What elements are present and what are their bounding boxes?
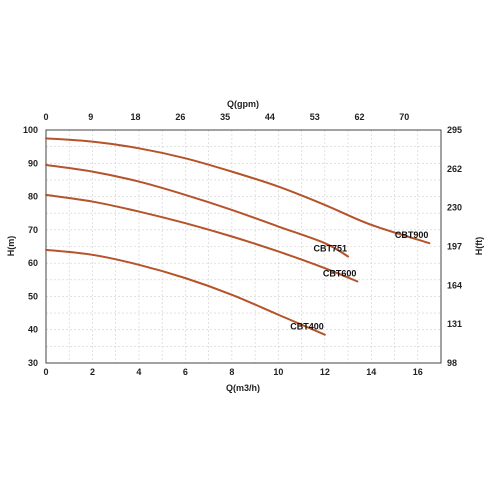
y-tick-label: 80 [28,192,38,202]
y-right-tick-label: 98 [447,358,457,368]
grid-lines [46,130,441,363]
x-top-tick-label: 53 [310,112,320,122]
x-top-tick-label: 9 [88,112,93,122]
x-top-tick-label: 44 [265,112,275,122]
y-tick-label: 50 [28,291,38,301]
series-label-cbt600: CBT600 [323,268,357,278]
series-label-cbt751: CBT751 [314,243,348,253]
series-line-cbt400 [45,248,326,336]
y-tick-label: 30 [28,358,38,368]
x-tick-label: 0 [43,367,48,377]
x-top-tick-label: 26 [175,112,185,122]
series-label-cbt900: CBT900 [395,230,429,240]
x-tick-label: 14 [366,367,376,377]
x-tick-label: 6 [183,367,188,377]
x-tick-label: 12 [320,367,330,377]
y-right-tick-label: 197 [447,242,462,252]
y-right-axis-title: H(ft) [474,237,484,256]
y-right-tick-label: 295 [447,125,462,135]
tick-labels: 0 2 4 6 8 10 12 14 16 30 40 50 60 70 80 90 100 0 9 18 26 35 44… [23,112,462,377]
series-curves: CBT900 CBT751 CBT600 CBT400 [45,137,431,336]
y-tick-label: 60 [28,258,38,268]
x-top-tick-label: 0 [43,112,48,122]
series-line-cbt600 [45,193,359,283]
y-right-tick-label: 262 [447,164,462,174]
y-tick-label: 70 [28,225,38,235]
x-top-tick-label: 62 [354,112,364,122]
y-tick-label: 40 [28,325,38,335]
x-tick-label: 4 [136,367,141,377]
x-tick-label: 16 [413,367,423,377]
x-tick-label: 8 [229,367,234,377]
x-top-axis-title: Q(gpm) [227,99,259,109]
y-axis-title: H(m) [6,236,16,257]
series-label-cbt400: CBT400 [290,322,324,332]
x-tick-label: 2 [90,367,95,377]
x-axis-title: Q(m3/h) [226,383,260,393]
y-right-tick-label: 230 [447,203,462,213]
y-tick-label: 100 [23,125,38,135]
series-line-cbt900 [45,137,431,245]
x-top-tick-label: 35 [220,112,230,122]
x-top-tick-label: 70 [399,112,409,122]
y-tick-label: 90 [28,158,38,168]
y-right-tick-label: 164 [447,280,462,290]
x-tick-label: 10 [273,367,283,377]
plot-frame [45,129,442,364]
y-right-tick-label: 131 [447,319,462,329]
series-line-cbt751 [45,163,350,258]
x-top-tick-label: 18 [131,112,141,122]
